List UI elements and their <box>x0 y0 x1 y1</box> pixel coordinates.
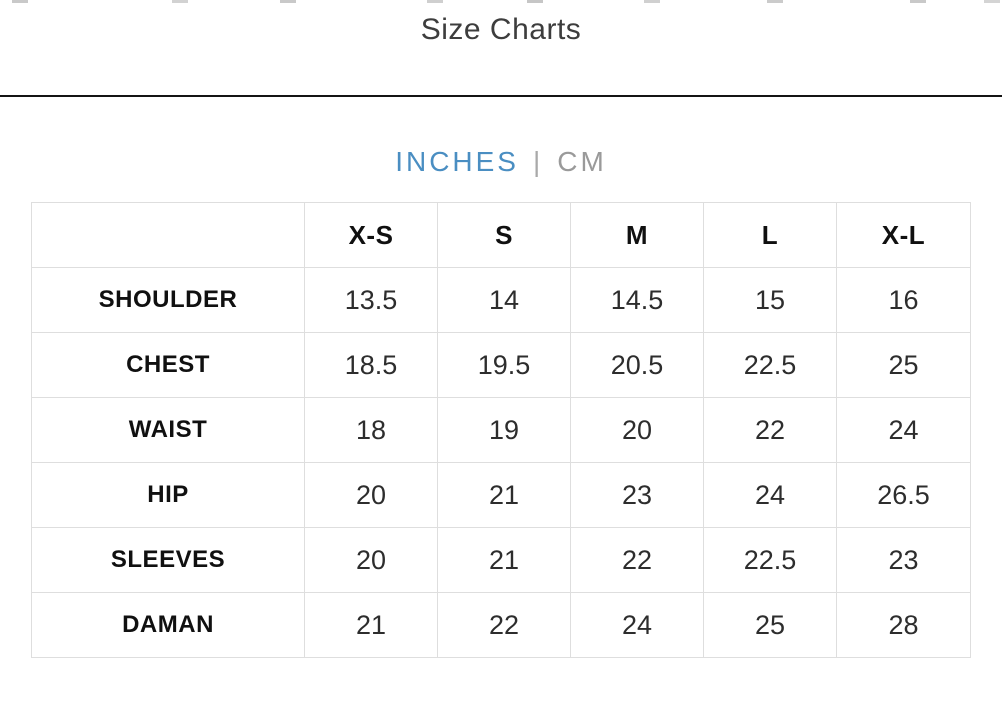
row-label-shoulder: SHOULDER <box>31 267 305 333</box>
table-row-chest: CHEST 18.5 19.5 20.5 22.5 25 <box>31 332 971 398</box>
cell-hip-s: 21 <box>437 462 571 528</box>
cell-sleeves-m: 22 <box>570 527 704 593</box>
cell-chest-l: 22.5 <box>703 332 837 398</box>
cell-waist-xs: 18 <box>304 397 438 463</box>
cell-hip-xl: 26.5 <box>836 462 971 528</box>
table-header-row: X-S S M L X-L <box>31 202 971 268</box>
row-label-hip: HIP <box>31 462 305 528</box>
cell-shoulder-s: 14 <box>437 267 571 333</box>
cell-hip-xs: 20 <box>304 462 438 528</box>
cell-shoulder-l: 15 <box>703 267 837 333</box>
cell-chest-s: 19.5 <box>437 332 571 398</box>
cell-waist-s: 19 <box>437 397 571 463</box>
unit-option-inches[interactable]: INCHES <box>395 146 519 177</box>
cell-chest-xs: 18.5 <box>304 332 438 398</box>
cell-chest-xl: 25 <box>836 332 971 398</box>
size-chart-table: X-S S M L X-L SHOULDER 13.5 14 14.5 15 1… <box>31 202 971 658</box>
header-cell-blank <box>31 202 305 268</box>
row-label-daman: DAMAN <box>31 592 305 658</box>
header-cell-xs: X-S <box>304 202 438 268</box>
cell-daman-s: 22 <box>437 592 571 658</box>
cell-daman-xl: 28 <box>836 592 971 658</box>
cell-shoulder-xs: 13.5 <box>304 267 438 333</box>
cropped-text-artifact <box>12 0 28 3</box>
cell-hip-m: 23 <box>570 462 704 528</box>
cell-daman-xs: 21 <box>304 592 438 658</box>
cell-sleeves-xs: 20 <box>304 527 438 593</box>
page-title: Size Charts <box>420 13 582 46</box>
table-row-hip: HIP 20 21 23 24 26.5 <box>31 462 971 528</box>
unit-option-cm[interactable]: CM <box>557 146 607 177</box>
cell-waist-xl: 24 <box>836 397 971 463</box>
table-row-waist: WAIST 18 19 20 22 24 <box>31 397 971 463</box>
cell-sleeves-l: 22.5 <box>703 527 837 593</box>
horizontal-divider <box>0 95 1002 97</box>
cell-shoulder-m: 14.5 <box>570 267 704 333</box>
cell-chest-m: 20.5 <box>570 332 704 398</box>
cell-sleeves-s: 21 <box>437 527 571 593</box>
cell-hip-l: 24 <box>703 462 837 528</box>
cell-waist-m: 20 <box>570 397 704 463</box>
unit-toggle: INCHES | CM <box>0 146 1002 178</box>
cell-sleeves-xl: 23 <box>836 527 971 593</box>
header-cell-l: L <box>703 202 837 268</box>
unit-toggle-separator: | <box>532 146 544 177</box>
cell-daman-m: 24 <box>570 592 704 658</box>
cell-daman-l: 25 <box>703 592 837 658</box>
row-label-sleeves: SLEEVES <box>31 527 305 593</box>
row-label-chest: CHEST <box>31 332 305 398</box>
header-cell-s: S <box>437 202 571 268</box>
row-label-waist: WAIST <box>31 397 305 463</box>
table-row-shoulder: SHOULDER 13.5 14 14.5 15 16 <box>31 267 971 333</box>
cell-waist-l: 22 <box>703 397 837 463</box>
cell-shoulder-xl: 16 <box>836 267 971 333</box>
header-cell-xl: X-L <box>836 202 971 268</box>
table-row-sleeves: SLEEVES 20 21 22 22.5 23 <box>31 527 971 593</box>
header-cell-m: M <box>570 202 704 268</box>
table-row-daman: DAMAN 21 22 24 25 28 <box>31 592 971 658</box>
